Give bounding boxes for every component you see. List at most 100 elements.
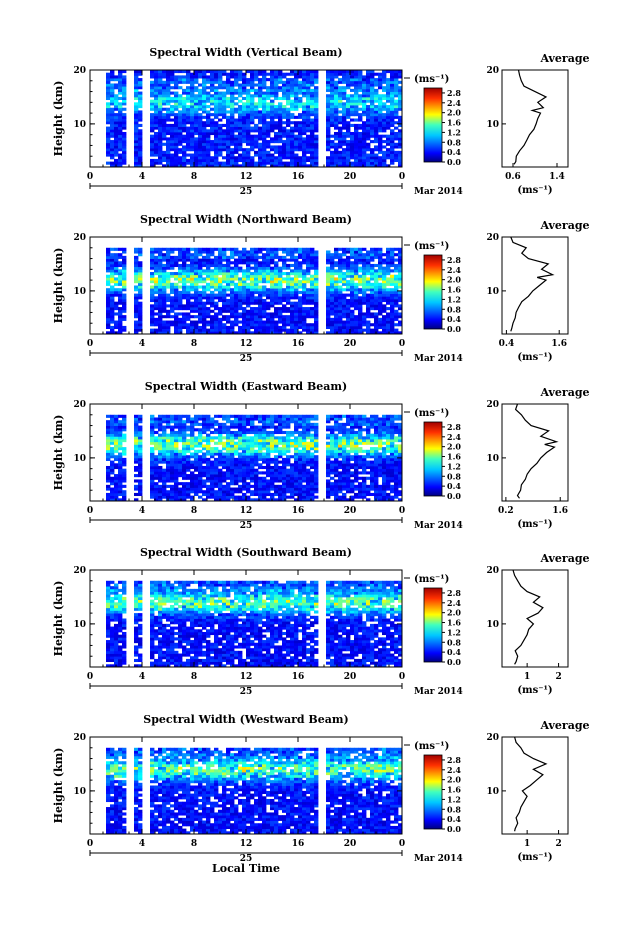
heatmap-cell [170,99,175,103]
heatmap-cell [342,121,347,125]
heatmap-cell [390,99,395,103]
heatmap-cell [154,121,159,125]
heatmap-cell [218,80,223,84]
heatmap-cell [206,266,211,270]
heatmap-cell [294,323,299,327]
heatmap-cell [358,320,363,324]
heatmap-cell [398,134,403,138]
heatmap-cell [334,307,339,311]
heatmap-cell [362,134,367,138]
heatmap-cell [338,156,343,160]
heatmap-cell [226,495,231,499]
heatmap-cell [182,430,187,435]
heatmap-cell [238,115,243,119]
heatmap-cell [338,315,343,319]
heatmap-cell [166,94,171,98]
heatmap-cell [230,444,235,448]
heatmap-cell [110,307,115,311]
heatmap-cell [118,463,123,467]
heatmap-cell [178,468,183,472]
heatmap-cell [210,482,215,486]
heatmap-cell [138,72,143,76]
heatmap-cell [266,258,271,262]
heatmap-cell [246,156,251,160]
heatmap-cell [222,441,227,445]
heatmap-cell [306,156,311,160]
heatmap-cell [334,263,339,268]
heatmap-cell [354,107,359,111]
heatmap-cell [262,315,267,319]
heatmap-cell [182,137,187,141]
heatmap-cell [206,91,211,95]
heatmap-cell [342,328,347,332]
heatmap-cell [134,449,139,453]
heatmap-cell [242,148,247,152]
heatmap-cell [338,317,343,321]
heatmap-cell [330,80,335,84]
heatmap-cell [110,134,115,138]
heatmap-cell [226,121,231,125]
heatmap-cell [198,161,203,165]
heatmap-cell [274,134,279,138]
heatmap-cell [218,102,223,106]
heatmap-cell [166,471,171,475]
heatmap-cell [338,312,343,316]
heatmap-cell [390,307,395,311]
heatmap-cell [350,331,355,335]
heatmap-cell [366,137,371,141]
heatmap-cell [154,255,159,259]
heatmap-cell [198,428,203,432]
heatmap-cell [230,479,235,483]
heatmap-cell [294,331,299,335]
heatmap-cell [118,471,123,475]
heatmap-cell [206,463,211,467]
heatmap-cell [154,118,159,122]
heatmap-cell [194,482,199,486]
heatmap-cell [390,255,395,259]
heatmap-cell [358,258,363,262]
heatmap-cell [270,118,275,122]
heatmap-cell [222,465,227,470]
heatmap-cell [386,331,391,335]
panel-0: Spectral Width (Vertical Beam)0 4 8 12 16 20 0… [52,46,590,197]
heatmap-cell [174,140,179,144]
heatmap-cell [298,145,303,149]
heatmap-cell [162,452,167,456]
heatmap-cell [274,298,279,303]
heatmap-cell [138,102,143,106]
heatmap-cell [302,102,307,106]
heatmap-cell [330,150,335,154]
heatmap-cell [246,293,251,297]
heatmap-cell [310,323,315,327]
heatmap-cell [194,320,199,324]
heatmap-cell [114,253,119,257]
heatmap-cell [178,420,183,424]
heatmap-cell [390,150,395,154]
heatmap-cell [118,115,123,119]
heatmap-cell [326,325,331,330]
heatmap-cell [222,498,227,502]
heatmap-cell [266,140,271,144]
heatmap-cell [334,277,339,281]
heatmap-cell [134,325,139,330]
heatmap-cell [294,307,299,311]
heatmap-cell [258,296,263,300]
heatmap-cell [134,444,139,448]
heatmap-cell [110,482,115,486]
heatmap-cell [202,78,207,82]
heatmap-cell [358,253,363,257]
heatmap-cell [338,150,343,154]
heatmap-cell [262,253,267,257]
heatmap-cell [298,83,303,87]
heatmap-cell [158,428,163,432]
heatmap-cell [338,325,343,330]
heatmap-cell [242,285,247,289]
heatmap-cell [218,94,223,98]
heatmap-cell [138,463,143,467]
heatmap-cell [106,266,111,270]
heatmap-cell [370,158,375,163]
heatmap-cell [214,449,219,453]
heatmap-cell [230,304,235,308]
heatmap-cell [266,123,271,127]
heatmap-cell [394,288,399,292]
